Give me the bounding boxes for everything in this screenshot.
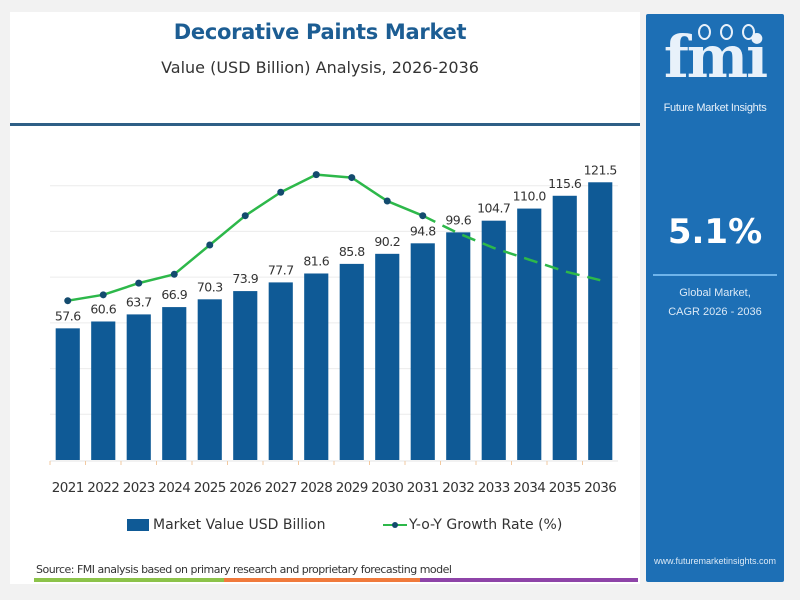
legend-item-market-value: Market Value USD Billion [127,517,325,533]
bar-value-label: 115.6 [548,176,582,191]
x-tick-label: 2024 [158,480,190,496]
bar-value-labels: 57.6 60.6 63.7 66.9 70.3 73.9 77.7 81.6 85.8 90.2… [55,162,618,323]
bar-value-label: 90.2 [374,234,400,249]
bar-value-label: 81.6 [303,253,329,268]
growth-marker [312,171,320,179]
growth-line-dashed [422,214,601,282]
bar-value-label: 77.7 [268,262,294,277]
chart-subtitle: Value (USD Billion) Analysis, 2026-2036 [161,58,479,77]
bar-value-label: 94.8 [410,223,436,238]
growth-marker [99,291,107,299]
x-tick-label: 2036 [584,480,616,496]
bar-value-label: 73.9 [232,271,258,286]
x-tick-label: 2029 [336,480,368,496]
footer-bar-orange [224,578,420,582]
growth-marker [241,212,249,220]
growth-marker [64,297,72,305]
legend-label-market-value: Market Value USD Billion [153,517,326,533]
growth-marker [206,241,214,249]
bar [91,321,116,460]
growth-marker [135,279,143,287]
footer-bar-green [34,578,224,582]
logo-circle-icon [742,24,755,40]
growth-marker [277,188,285,196]
x-tick-label: 2025 [194,480,226,496]
x-tick-label: 2026 [229,480,261,496]
bar-value-label: 104.7 [477,201,510,216]
cagr-label-line1: Global Market, [679,287,751,299]
chart-title: Decorative Paints Market [173,20,467,44]
bar [268,282,293,460]
x-tick-label: 2033 [478,480,510,496]
bar-value-label: 70.3 [197,279,223,294]
bar-value-label: 60.6 [90,301,116,316]
x-tick-label: 2021 [52,480,84,496]
x-tick-label: 2023 [123,480,155,496]
cagr-label-line2: CAGR 2026 - 2036 [668,306,762,318]
growth-marker [383,197,391,205]
chart-plot: 57.6 60.6 63.7 66.9 70.3 73.9 77.7 81.6 85.8 90.2… [49,162,618,496]
logo-icons [698,24,778,44]
x-tick-label: 2034 [513,480,545,496]
cagr-label: Global Market, CAGR 2026 - 2036 [646,284,784,322]
x-tick-label: 2030 [371,480,403,496]
bar [588,182,613,461]
bar [517,208,542,460]
bar [197,299,222,460]
bar [55,328,80,460]
growth-marker [348,174,356,182]
source-note: Source: FMI analysis based on primary re… [36,563,452,576]
bar-value-label: 110.0 [513,189,547,204]
fmi-sidebar: fmi Future Market Insights 5.1% Global M… [646,14,784,582]
bar-value-label: 57.6 [55,308,81,323]
bar-value-label: 99.6 [445,212,471,227]
bar [126,314,151,460]
bar-value-label: 66.9 [161,287,187,302]
bar-value-label: 121.5 [584,162,617,177]
bar [410,243,435,460]
legend-bar-swatch [127,519,149,531]
bar [162,307,187,460]
bar [233,291,258,460]
bar-value-label: 85.8 [339,244,365,259]
growth-marker [170,270,178,278]
website-link[interactable]: www.futuremarketinsights.com [653,556,777,566]
growth-line-series [64,171,601,305]
x-tick-label: 2035 [549,480,581,496]
cagr-value: 5.1% [667,212,763,252]
logo-circle-icon [698,24,711,40]
x-axis-tick-labels: 2021 2022 2023 2024 2025 2026 2027 2028 2029 2030… [49,461,617,496]
x-tick-label: 2022 [87,480,119,496]
growth-marker [419,212,427,220]
bar [304,273,329,460]
sidebar-divider [653,274,777,276]
legend-line-swatch [383,519,407,531]
x-tick-label: 2028 [300,480,332,496]
footer-bar-purple [420,578,638,582]
x-tick-label: 2027 [265,480,297,496]
legend-label-growth-rate: Y-o-Y Growth Rate (%) [409,517,563,533]
x-tick-label: 2032 [442,480,474,496]
header-divider [10,123,640,126]
bar [375,253,400,460]
logo-subtitle: Future Market Insights [663,102,767,114]
legend-item-growth-rate: Y-o-Y Growth Rate (%) [383,517,562,533]
bar [339,263,364,460]
bar [446,232,471,460]
bar-series [55,182,613,461]
x-tick-label: 2031 [407,480,439,496]
bar-value-label: 63.7 [126,294,152,309]
bar [481,220,506,460]
bar [552,195,577,460]
chart-legend: Market Value USD Billion Y-o-Y Growth Ra… [0,517,640,539]
logo-circle-icon [720,24,733,40]
